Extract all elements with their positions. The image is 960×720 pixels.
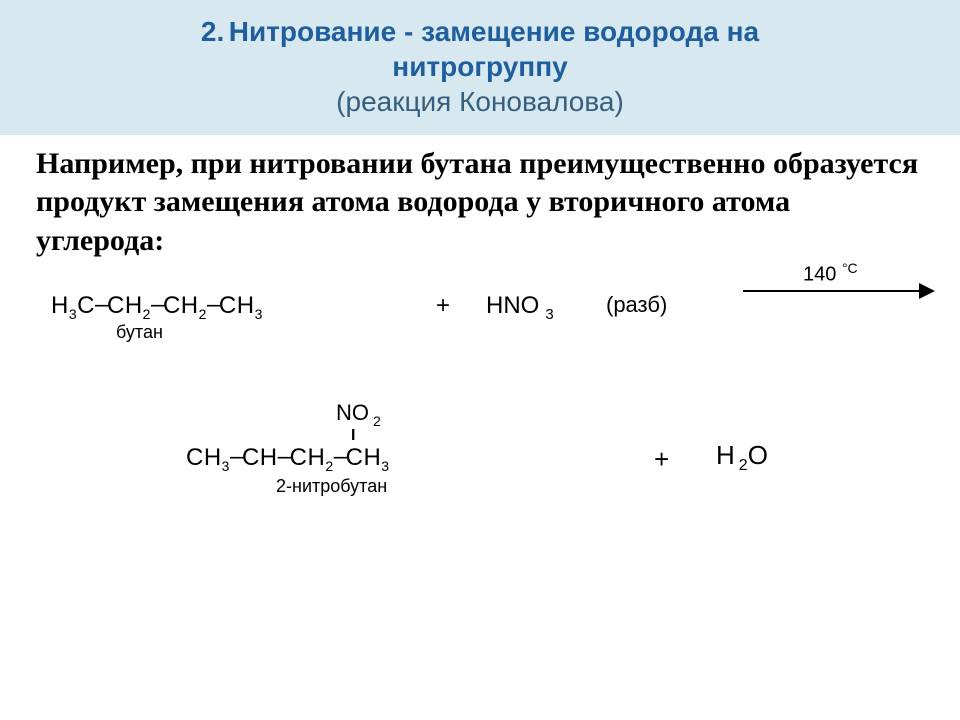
body-paragraph: Например, при нитровании бутана преимуще… [0,135,960,260]
formula-sub: 3 [255,306,263,322]
arrow-head-icon [919,283,935,299]
formula-sub: 2 [143,306,151,322]
reaction-scheme: H3C–CH2–CH2–CH3 бутан + HNO3 (разб) 140 … [0,282,960,530]
bond-dash: – [278,443,290,471]
plus-sign: + [436,292,450,320]
bond-dash: – [207,291,219,319]
formula-part: CH [219,292,255,319]
temp-unit: °C [842,260,858,276]
reactant-hno3: HNO 3 [486,292,554,323]
bond-dash: – [95,291,107,319]
product-nitrobutane-name: 2-нитробутан [276,476,387,497]
bond-dash: – [230,443,242,471]
product-water: H2O [716,440,768,475]
formula-sub: 2 [373,413,381,429]
formula-part: CH [186,444,222,471]
arrow-line [743,290,923,292]
reactant-butane: H3C–CH2–CH2–CH3 [51,292,263,322]
formula-sub: 2 [199,306,207,322]
header-number: 2. [201,16,224,47]
bond-dash: – [334,443,346,471]
formula-sub: 3 [381,458,389,474]
formula-sub: 3 [222,458,230,474]
product-nitrobutane: CH3–CH–CH2–CH3 [186,444,390,474]
header-subtitle: (реакция Коновалова) [336,86,624,117]
formula-part: C [77,292,95,319]
formula-part: O [748,440,768,470]
formula-sub: 3 [69,306,77,322]
formula-part: CH [163,292,199,319]
bond-dash: – [151,291,163,319]
formula-part: HNO [486,292,539,319]
formula-part: CH [242,444,278,471]
header-title-line1: Нитрование - замещение водорода на [229,16,759,47]
slide-header: 2. Нитрование - замещение водорода на ни… [0,0,960,135]
vertical-bond: I [351,427,355,445]
formula-part: CH [107,292,143,319]
formula-part: NO [336,400,369,425]
formula-part: H [51,292,69,319]
formula-sub: 3 [545,306,553,323]
slide: 2. Нитрование - замещение водорода на ни… [0,0,960,720]
formula-sub: 2 [739,457,748,474]
reaction-line-1: H3C–CH2–CH2–CH3 бутан + HNO3 (разб) 140 … [36,282,924,372]
reaction-line-2: NO2 I CH3–CH–CH2–CH3 + H2O 2-нитробутан [36,400,924,530]
formula-sub: 2 [325,458,333,474]
formula-part: CH [346,444,382,471]
reactant-hno3-note: (разб) [606,292,667,318]
arrow-temperature: 140 °C [803,260,858,287]
header-title-line2: нитрогруппу [392,51,567,82]
formula-part: CH [290,444,326,471]
temp-value: 140 [803,264,836,286]
formula-part: H [716,440,735,470]
nitro-group: NO2 [336,400,381,428]
reactant-butane-name: бутан [116,322,163,343]
plus-sign: + [654,444,669,475]
